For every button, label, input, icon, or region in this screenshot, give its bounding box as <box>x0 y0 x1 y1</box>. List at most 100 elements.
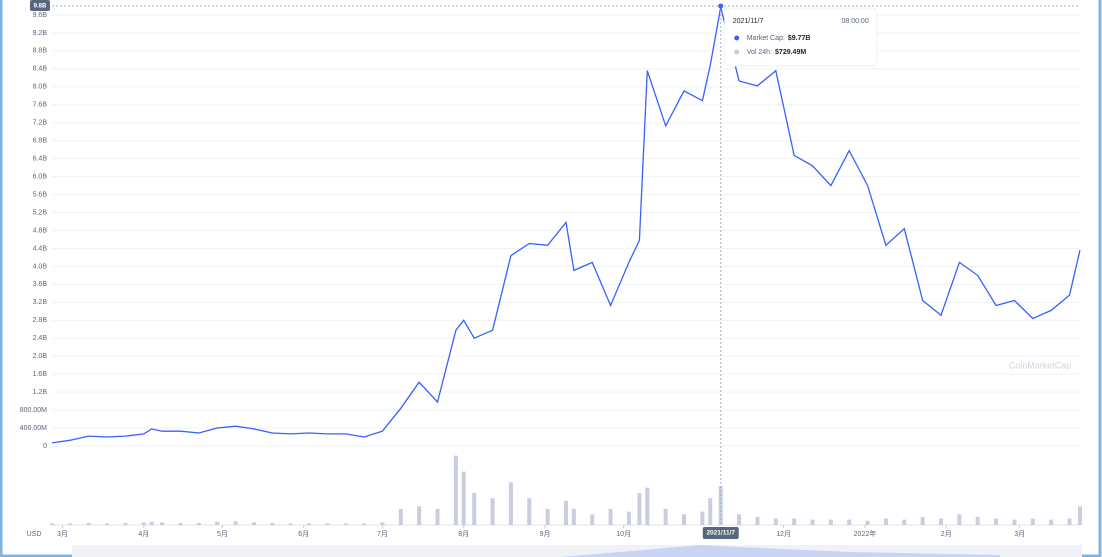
volume-bar <box>417 506 422 525</box>
x-tick-label: 3月 <box>1014 530 1025 538</box>
volume-bar <box>288 523 293 525</box>
volume-bar <box>590 514 595 525</box>
x-tick-label: 4月 <box>138 530 149 538</box>
volume-bar <box>847 519 852 525</box>
y-tick-label: 6.4B <box>33 155 48 162</box>
volume-bar <box>86 522 91 525</box>
x-tick-label: 10月 <box>616 530 631 538</box>
volume-bar <box>718 486 723 525</box>
x-tick-label: 7月 <box>377 530 388 538</box>
volume-bar <box>975 517 980 525</box>
volume-bar <box>149 521 154 525</box>
tooltip-label: Vol 24h: <box>747 49 772 56</box>
x-label-box <box>702 527 739 539</box>
volume-bar <box>160 522 165 525</box>
volume-bar <box>545 509 550 525</box>
volume-bar <box>645 487 650 525</box>
volume-bar <box>828 519 833 525</box>
volume-bar <box>637 493 642 525</box>
volume-bar <box>380 522 385 525</box>
y-tick-label: 0 <box>43 443 47 450</box>
tooltip-row: Market Cap: $9.77B <box>747 35 811 42</box>
volume-bar <box>435 509 440 525</box>
crosshair-dot <box>718 3 724 9</box>
y-tick-label: 8.8B <box>33 48 48 55</box>
volume-bar <box>737 514 742 525</box>
volume-bar <box>453 455 458 525</box>
y-tick-label: 3.2B <box>33 299 48 306</box>
x-tick-label: 5月 <box>217 530 228 538</box>
volume-bar <box>490 498 495 525</box>
volume-bar <box>902 519 907 525</box>
x-tick-label: 9月 <box>540 530 551 538</box>
volume-bar <box>994 518 999 525</box>
x-axis-unit: USD <box>27 531 42 538</box>
y-tick-label: 1.2B <box>33 389 48 396</box>
tooltip-label: Market Cap: <box>747 35 785 42</box>
volume-bar <box>123 522 128 525</box>
volume-bar <box>663 509 668 525</box>
volume-bar <box>141 522 146 525</box>
y-tick-label: 3.6B <box>33 281 48 288</box>
y-tick-label: 8.4B <box>33 66 48 73</box>
volume-bar <box>461 471 466 525</box>
x-tick-label: 8月 <box>458 530 469 538</box>
volume-bar <box>68 523 73 525</box>
volume-bar <box>682 514 687 525</box>
volume-bar <box>527 498 532 525</box>
tooltip-value: $729.49M <box>775 49 806 56</box>
y-tick-label: 9.6B <box>33 12 48 19</box>
y-tick-label: 400.00M <box>20 425 47 432</box>
volume-bar <box>508 482 513 525</box>
y-tick-label: 7.6B <box>33 102 48 109</box>
y-tick-label: 2.0B <box>33 353 48 360</box>
volume-bar <box>564 501 568 525</box>
volume-bar <box>1049 519 1054 525</box>
volume-bar <box>472 493 477 525</box>
tooltip-icon <box>734 49 740 55</box>
volume-bar <box>810 519 815 525</box>
volume-bar <box>708 498 713 525</box>
tooltip-box <box>724 7 878 67</box>
volume-bar <box>883 518 888 525</box>
volume-bar <box>398 509 403 525</box>
y-tick-label: 4.4B <box>33 245 48 252</box>
volume-bar <box>196 522 201 525</box>
y-tick-label: 2.8B <box>33 317 48 324</box>
volume-bar <box>957 514 962 525</box>
tooltip-icon <box>734 35 740 41</box>
x-tick-label: 6月 <box>298 530 309 538</box>
crosshair-x-label: 2021/11/7 <box>706 530 735 537</box>
y-label-box <box>30 0 50 11</box>
volume-bar <box>270 522 275 525</box>
volume-bar <box>215 521 220 525</box>
y-tick-label: 2.4B <box>33 335 48 342</box>
volume-bar <box>343 523 348 525</box>
y-tick-label: 6.8B <box>33 138 48 145</box>
volume-bar <box>307 523 311 525</box>
volume-bar <box>700 511 705 525</box>
watermark: CoinMarketCap <box>1009 360 1072 370</box>
y-tick-label: 9.2B <box>33 30 48 37</box>
x-tick-label: 12月 <box>776 530 791 538</box>
volume-bar <box>251 522 256 525</box>
volume-bar <box>105 523 110 525</box>
y-tick-label: 8.0B <box>33 84 48 91</box>
volume-bar <box>939 518 944 525</box>
volume-bar <box>1012 519 1017 525</box>
tooltip-row: Vol 24h: $729.49M <box>747 49 807 56</box>
tooltip: 2021/11/7 08:00:00 Market Cap: $9.77B Vol 24… <box>724 7 878 67</box>
y-tick-label: 6.0B <box>33 173 48 180</box>
crosshair-y-label: 9.8B <box>34 4 47 10</box>
y-tick-label: 5.2B <box>33 209 48 216</box>
volume-bar <box>626 511 631 525</box>
volume-bar <box>571 509 576 525</box>
tooltip-date: 2021/11/7 <box>733 18 764 25</box>
x-tick-label: 3月 <box>57 530 68 538</box>
volume-bar <box>1078 506 1082 525</box>
volume-bar <box>755 517 760 525</box>
volume-bar <box>1067 518 1072 525</box>
volume-bar <box>178 522 183 525</box>
